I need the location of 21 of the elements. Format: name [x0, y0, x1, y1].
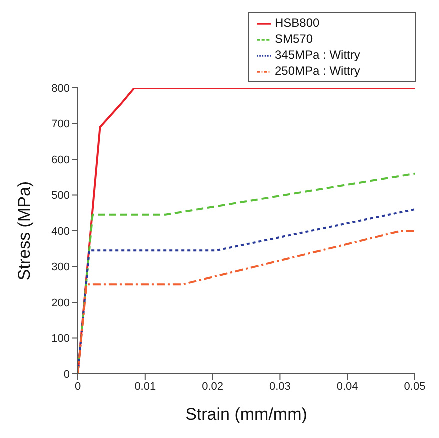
x-tick-label: 0.02 [202, 380, 224, 393]
x-tick-label: 0.03 [269, 380, 291, 393]
legend-label: HSB800 [275, 16, 320, 30]
y-tick-label: 300 [52, 262, 70, 274]
y-tick-label: 500 [52, 190, 70, 202]
y-tick-label: 0 [64, 368, 70, 381]
legend-label: SM570 [275, 32, 314, 46]
x-tick-label: 0.01 [134, 380, 156, 393]
y-axis-title: Stress (MPa) [15, 181, 34, 281]
y-tick-label: 700 [52, 118, 70, 131]
legend-label: 250MPa : Wittry [275, 64, 360, 78]
legend-label: 345MPa : Wittry [275, 48, 360, 62]
y-tick-label: 400 [52, 226, 70, 238]
y-tick-label: 800 [52, 82, 70, 95]
y-tick-label: 200 [52, 297, 70, 310]
y-tick-label: 100 [52, 333, 70, 346]
x-tick-label: 0 [74, 380, 82, 393]
x-axis-title: Strain (mm/mm) [186, 405, 308, 424]
x-tick-label: 0.04 [336, 380, 358, 393]
x-tick-label: 0.05 [404, 380, 426, 393]
y-tick-label: 600 [52, 154, 70, 166]
